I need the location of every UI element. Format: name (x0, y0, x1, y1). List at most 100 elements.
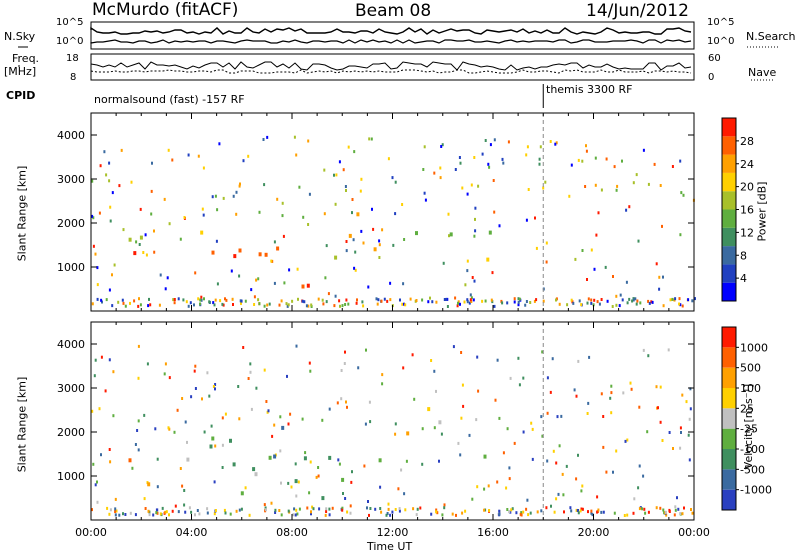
scatter-point (560, 414, 563, 418)
region-cell (356, 212, 360, 217)
scatter-point (671, 165, 674, 168)
panel-frame (90, 112, 695, 312)
ground-scatter-point (535, 298, 538, 302)
x-tick-label: 04:00 (176, 526, 208, 539)
scatter-point (498, 224, 501, 228)
ground-scatter-point (517, 303, 520, 307)
scatter-point (308, 491, 311, 495)
scatter-point (577, 453, 579, 457)
region-cell (128, 237, 132, 242)
scatter-point (323, 168, 326, 172)
scatter-point (350, 480, 353, 484)
ground-scatter-point (346, 510, 349, 514)
freq-panel-frame (90, 53, 695, 81)
scatter-point (646, 430, 649, 434)
ground-scatter-point (101, 300, 103, 304)
scatter-point (94, 252, 97, 256)
ground-scatter-point (436, 511, 439, 515)
ground-scatter-point (669, 298, 672, 302)
scatter-point (610, 391, 613, 395)
scatter-point (381, 382, 384, 386)
velocity-colorbar-label: Velocity [m s⁻¹] (742, 383, 756, 470)
nave-tick-low: 0 (708, 72, 715, 83)
y-tick-label: 2000 (57, 217, 85, 230)
ground-scatter-point (114, 507, 117, 511)
scatter-point (674, 505, 677, 509)
scatter-point (526, 498, 529, 502)
scatter-point (517, 356, 520, 360)
scatter-point (423, 191, 426, 195)
ground-scatter-point (139, 303, 142, 307)
ground-scatter-point (662, 508, 665, 512)
scatter-point (265, 400, 268, 403)
scatter-point (484, 139, 487, 142)
scatter-point (615, 188, 618, 192)
scatter-point (424, 198, 427, 202)
ground-scatter-point (419, 506, 422, 510)
scatter-point (502, 451, 505, 455)
region-cell (415, 231, 418, 236)
scatter-point (364, 422, 367, 426)
freq-trace (90, 61, 692, 71)
ground-scatter-point (257, 298, 260, 302)
colorbar-tick-label: 20 (740, 181, 754, 194)
scatter-point (122, 301, 125, 305)
ground-scatter-point (468, 301, 471, 305)
scatter-point (211, 195, 214, 199)
colorbar-segment (722, 388, 736, 409)
scatter-point (283, 281, 286, 285)
scatter-point (435, 389, 437, 393)
colorbar-segment (722, 282, 736, 302)
ground-scatter-point (466, 300, 469, 304)
scatter-point (682, 193, 685, 197)
scatter-point (498, 416, 501, 420)
scatter-point (295, 153, 298, 157)
scatter-point (394, 508, 397, 511)
scatter-point (542, 186, 545, 190)
scatter-point (676, 496, 678, 500)
beam-title: Beam 08 (355, 1, 432, 21)
scatter-point (688, 417, 691, 421)
scatter-point (487, 484, 490, 488)
scatter-point (493, 138, 496, 142)
scatter-point (338, 462, 341, 466)
ground-scatter-point (398, 507, 401, 511)
scatter-point (166, 276, 169, 280)
ground-scatter-point (229, 512, 232, 516)
scatter-point (625, 280, 628, 284)
scatter-point (193, 369, 196, 373)
ground-scatter-point (206, 507, 209, 511)
ground-scatter-point (380, 510, 383, 514)
scatter-point (206, 371, 209, 375)
scatter-point (581, 159, 584, 163)
ground-scatter-point (404, 303, 407, 307)
ground-scatter-point (307, 304, 310, 308)
ground-scatter-point (355, 301, 358, 305)
scatter-point (494, 398, 497, 402)
scatter-point (642, 474, 645, 478)
scatter-point (468, 433, 471, 437)
scatter-point (638, 464, 641, 468)
scatter-point (122, 228, 125, 232)
ground-scatter-point (321, 298, 324, 302)
scatter-point (201, 397, 203, 401)
scatter-point (632, 181, 635, 185)
region-cell (211, 436, 215, 441)
ground-scatter-point (566, 303, 569, 307)
scatter-point (94, 358, 97, 362)
scatter-point (137, 419, 140, 423)
scatter-point (288, 268, 291, 272)
scatter-point (242, 346, 245, 349)
x-tick-label: 00:00 (678, 526, 710, 539)
scatter-point (270, 259, 273, 263)
colorbar-tick-label: 500 (740, 362, 761, 375)
region-cell (200, 230, 204, 235)
ground-scatter-point (691, 511, 694, 515)
scatter-point (353, 150, 356, 154)
scatter-point (610, 411, 613, 415)
scatter-point (216, 282, 219, 286)
scatter-point (174, 504, 177, 508)
ground-scatter-point (338, 299, 341, 303)
region-cell (294, 479, 298, 484)
scatter-point (309, 460, 312, 464)
